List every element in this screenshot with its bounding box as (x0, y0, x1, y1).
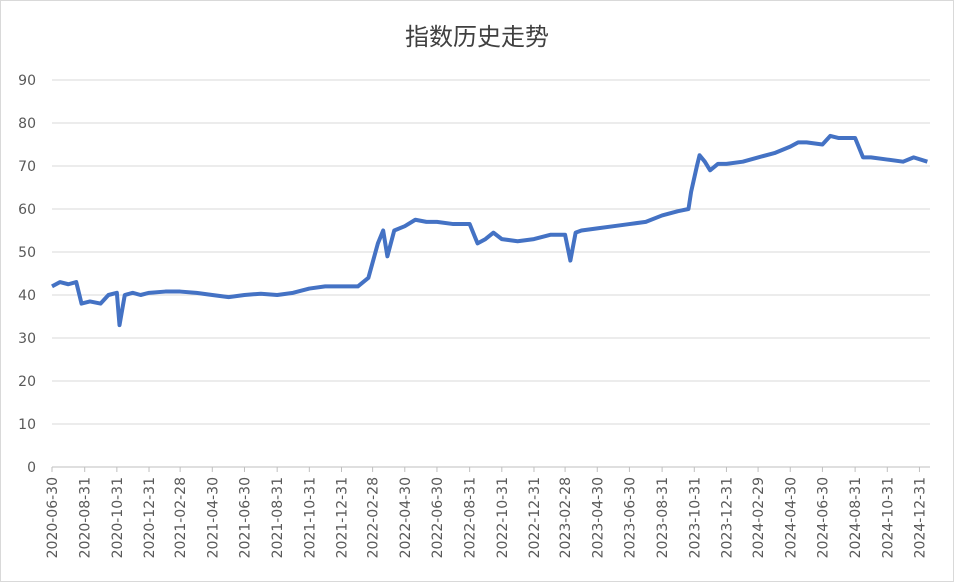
x-tick-label: 2024-10-31 (880, 477, 896, 558)
x-tick-label: 2021-12-31 (335, 477, 351, 558)
x-tick-label: 2022-06-30 (430, 477, 446, 558)
x-tick-label: 2023-10-31 (687, 477, 703, 558)
x-tick-label: 2023-12-31 (719, 477, 735, 558)
x-tick-label: 2022-02-28 (366, 477, 382, 558)
x-tick-label: 2024-04-30 (783, 477, 799, 558)
x-tick-label: 2023-04-30 (590, 477, 606, 558)
y-tick-label: 80 (18, 116, 36, 132)
x-tick-label: 2024-08-31 (848, 477, 864, 558)
x-tick-label: 2024-06-30 (815, 477, 831, 558)
y-tick-label: 60 (18, 202, 36, 218)
x-tick-label: 2022-04-30 (398, 477, 414, 558)
y-tick-label: 50 (18, 245, 36, 261)
x-tick-label: 2023-02-28 (558, 477, 574, 558)
y-tick-label: 40 (18, 288, 36, 304)
y-tick-label: 10 (18, 417, 36, 433)
series-line (51, 133, 928, 328)
x-tick-label: 2024-12-31 (912, 477, 928, 558)
x-tick-label: 2021-02-28 (173, 477, 189, 558)
x-tick-label: 2024-02-29 (751, 477, 767, 558)
x-tick-label: 2021-06-30 (237, 477, 253, 558)
x-tick-label: 2021-10-31 (302, 477, 318, 558)
x-tick-label: 2023-08-31 (655, 477, 671, 558)
x-tick-label: 2023-06-30 (622, 477, 638, 558)
x-tick-label: 2020-06-30 (45, 477, 61, 558)
y-tick-label: 90 (18, 73, 36, 89)
x-tick-label: 2022-08-31 (463, 477, 479, 558)
x-tick-label: 2022-12-31 (527, 477, 543, 558)
y-tick-label: 30 (18, 331, 36, 347)
y-tick-label: 20 (18, 374, 36, 390)
x-tick-label: 2022-10-31 (495, 477, 511, 558)
x-tick-label: 2021-04-30 (205, 477, 221, 558)
y-tick-label: 70 (18, 159, 36, 175)
x-tick-label: 2020-08-31 (78, 477, 94, 558)
x-tick-label: 2021-08-31 (270, 477, 286, 558)
x-tick-label: 2020-12-31 (142, 477, 158, 558)
chart-title: 指数历史走势 (405, 23, 549, 51)
y-tick-label: 0 (27, 460, 36, 476)
x-tick-label: 2020-10-31 (110, 477, 126, 558)
